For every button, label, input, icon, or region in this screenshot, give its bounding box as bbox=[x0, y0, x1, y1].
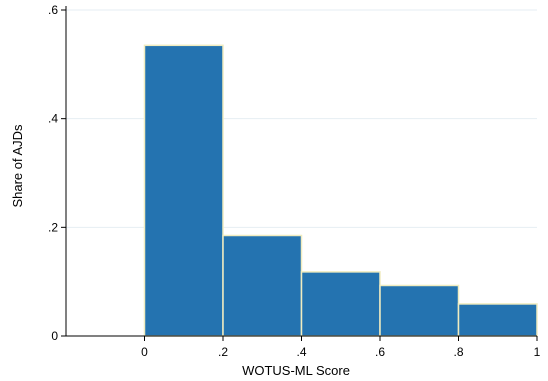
x-tick-label-4: .8 bbox=[453, 345, 463, 359]
x-axis-title: WOTUS-ML Score bbox=[242, 363, 350, 378]
bar-4 bbox=[457, 303, 538, 337]
y-tick-label-0: 0 bbox=[51, 329, 58, 343]
bar-1 bbox=[222, 234, 303, 337]
bar-0 bbox=[143, 44, 224, 337]
x-tick-label-5: 1 bbox=[534, 345, 541, 359]
y-tick-label-3: .6 bbox=[48, 3, 58, 17]
x-tick-label-2: .4 bbox=[296, 345, 306, 359]
y-axis-ticks: 0 .2 .4 .6 bbox=[48, 3, 66, 343]
histogram-bars bbox=[143, 44, 538, 337]
gridlines bbox=[66, 9, 537, 228]
y-tick-label-1: .2 bbox=[48, 220, 58, 234]
x-tick-label-3: .6 bbox=[375, 345, 385, 359]
y-tick-label-2: .4 bbox=[48, 112, 58, 126]
y-axis-title: Share of AJDs bbox=[10, 124, 25, 208]
bar-3 bbox=[379, 284, 460, 337]
x-axis-ticks: 0 .2 .4 .6 .8 1 bbox=[141, 336, 541, 359]
x-tick-label-0: 0 bbox=[141, 345, 148, 359]
x-tick-label-1: .2 bbox=[218, 345, 228, 359]
bar-2 bbox=[300, 271, 381, 337]
